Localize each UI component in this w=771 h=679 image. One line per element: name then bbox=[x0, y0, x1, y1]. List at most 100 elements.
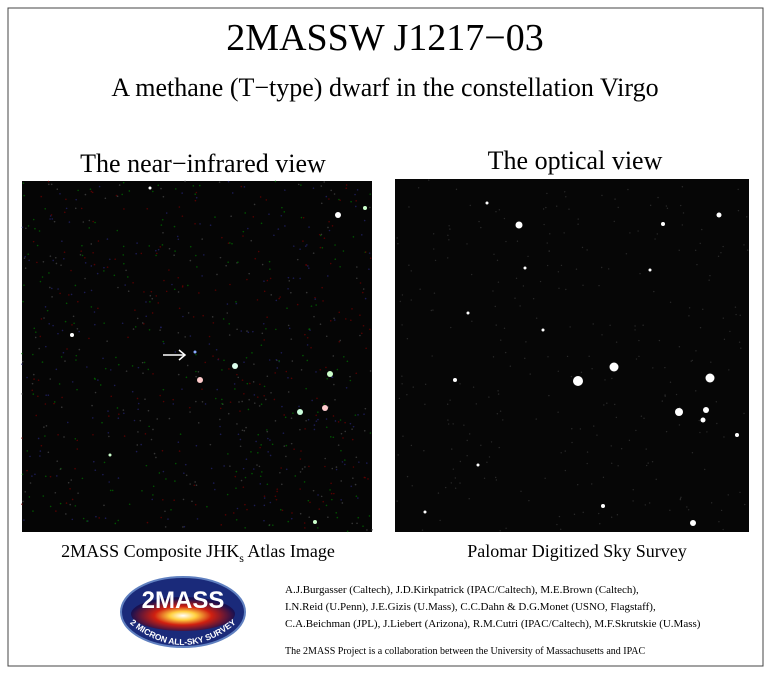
star bbox=[688, 315, 690, 317]
star bbox=[155, 295, 158, 297]
star bbox=[601, 504, 605, 508]
star bbox=[61, 396, 63, 399]
star bbox=[161, 218, 164, 221]
star bbox=[514, 297, 516, 299]
star bbox=[494, 476, 497, 479]
star bbox=[354, 193, 356, 196]
star bbox=[302, 354, 304, 357]
star bbox=[245, 426, 247, 429]
star bbox=[611, 377, 613, 380]
caption-text: 2MASS Composite JHK bbox=[61, 541, 239, 561]
star bbox=[182, 315, 184, 318]
star bbox=[497, 393, 500, 395]
star bbox=[269, 439, 271, 441]
star bbox=[327, 226, 329, 229]
star bbox=[439, 519, 441, 522]
star bbox=[698, 419, 700, 422]
star bbox=[610, 516, 613, 518]
star bbox=[52, 324, 54, 327]
star bbox=[72, 315, 75, 318]
star bbox=[369, 257, 372, 260]
star bbox=[360, 234, 363, 236]
star bbox=[469, 433, 471, 435]
star bbox=[48, 322, 51, 325]
star bbox=[354, 205, 357, 208]
star bbox=[632, 500, 634, 502]
star bbox=[134, 326, 137, 328]
star bbox=[679, 498, 682, 501]
star bbox=[279, 471, 281, 474]
star bbox=[352, 466, 355, 468]
star bbox=[24, 267, 27, 269]
star bbox=[74, 505, 77, 507]
star bbox=[159, 329, 161, 331]
star bbox=[174, 188, 177, 190]
star bbox=[571, 441, 573, 444]
star bbox=[655, 478, 657, 481]
star bbox=[344, 463, 346, 466]
star bbox=[410, 270, 412, 272]
star bbox=[92, 433, 94, 436]
star bbox=[261, 263, 264, 266]
star bbox=[98, 517, 100, 519]
star bbox=[21, 226, 24, 229]
star bbox=[144, 433, 147, 435]
star bbox=[545, 206, 547, 209]
star bbox=[291, 360, 294, 362]
star bbox=[168, 417, 171, 420]
star bbox=[547, 356, 549, 358]
star bbox=[201, 388, 203, 391]
star bbox=[211, 316, 214, 318]
star bbox=[57, 288, 59, 290]
star bbox=[299, 458, 302, 460]
star bbox=[657, 196, 659, 199]
star bbox=[398, 397, 401, 400]
star bbox=[285, 370, 288, 373]
star bbox=[358, 461, 360, 463]
panel-heading: The near−infrared view bbox=[80, 149, 326, 178]
panel-caption: 2MASS Composite JHKs Atlas Image bbox=[61, 541, 335, 565]
star bbox=[494, 305, 496, 308]
star bbox=[65, 502, 68, 504]
star bbox=[699, 242, 701, 245]
star bbox=[270, 294, 273, 296]
star bbox=[69, 487, 71, 490]
star bbox=[565, 196, 567, 198]
star bbox=[609, 324, 611, 326]
star bbox=[356, 189, 359, 191]
star bbox=[266, 430, 269, 433]
star bbox=[565, 288, 567, 291]
star bbox=[466, 439, 468, 442]
star bbox=[681, 186, 684, 188]
star bbox=[49, 286, 51, 289]
star bbox=[734, 306, 737, 308]
star bbox=[421, 529, 424, 531]
star bbox=[344, 421, 346, 424]
star bbox=[287, 276, 290, 279]
star bbox=[84, 256, 86, 259]
star bbox=[546, 192, 548, 195]
star bbox=[362, 324, 365, 327]
star bbox=[244, 476, 247, 479]
star bbox=[244, 526, 246, 529]
star bbox=[346, 360, 349, 363]
star bbox=[704, 468, 706, 471]
star bbox=[299, 512, 302, 515]
star bbox=[123, 435, 126, 437]
star bbox=[33, 378, 35, 380]
star bbox=[29, 455, 31, 458]
star bbox=[279, 508, 282, 511]
star bbox=[168, 269, 170, 271]
star bbox=[161, 244, 164, 246]
star bbox=[151, 498, 154, 501]
star bbox=[77, 300, 79, 303]
star bbox=[162, 400, 165, 403]
star bbox=[201, 275, 203, 277]
star bbox=[290, 517, 293, 520]
star bbox=[320, 185, 323, 187]
star bbox=[55, 368, 58, 371]
star bbox=[36, 261, 38, 264]
star bbox=[136, 397, 139, 400]
star bbox=[39, 335, 42, 338]
star bbox=[117, 519, 120, 522]
